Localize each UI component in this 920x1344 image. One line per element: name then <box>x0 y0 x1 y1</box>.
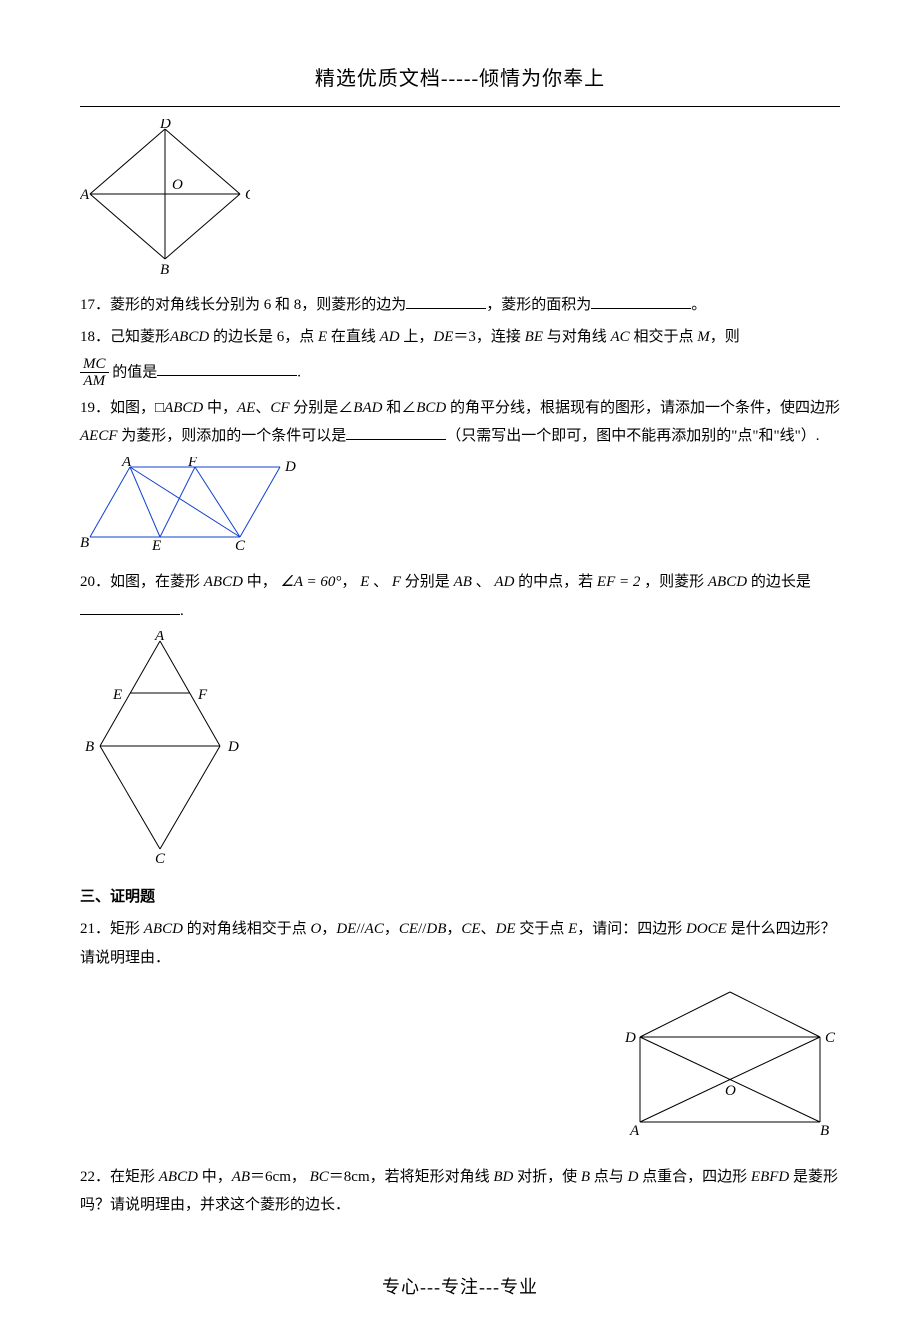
section-3: 三、证明题 <box>80 883 840 912</box>
fraction: MC AM <box>80 356 109 390</box>
svg-text:C: C <box>235 538 246 552</box>
blank <box>157 359 297 376</box>
svg-text:B: B <box>160 262 169 274</box>
svg-text:A: A <box>154 631 165 644</box>
svg-text:F: F <box>187 457 198 470</box>
svg-text:D: D <box>159 119 171 132</box>
q17-text: 17．菱形的对角线长分别为 6 和 8，则菱形的边为 <box>80 297 406 313</box>
svg-text:E: E <box>151 538 161 552</box>
fig-q20: A E F B D C <box>80 631 840 877</box>
page-footer: 专心---专注---专业 <box>80 1270 840 1304</box>
svg-text:E: E <box>112 687 122 703</box>
q17: 17．菱形的对角线长分别为 6 和 8，则菱形的边为，菱形的面积为。 <box>80 291 840 320</box>
blank <box>80 598 180 615</box>
q20: 20．如图，在菱形 ABCD 中， ∠A = 60°， E 、 F 分别是 AB… <box>80 568 840 625</box>
svg-text:C: C <box>155 851 166 866</box>
svg-text:D: D <box>227 739 239 755</box>
blank <box>406 292 486 309</box>
svg-text:O: O <box>725 1083 736 1099</box>
q18: 18．己知菱形ABCD 的边长是 6，点 E 在直线 AD 上，DE＝3，连接 … <box>80 323 840 352</box>
svg-text:A: A <box>80 187 90 203</box>
q19: 19．如图，□ABCD 中，AE、CF 分别是∠BAD 和∠BCD 的角平分线，… <box>80 394 840 451</box>
svg-text:B: B <box>80 535 89 551</box>
svg-text:A: A <box>121 457 132 470</box>
svg-text:B: B <box>820 1123 829 1139</box>
svg-text:C: C <box>245 187 250 203</box>
blank <box>591 292 691 309</box>
svg-text:C: C <box>825 1030 836 1046</box>
page-header: 精选优质文档-----倾情为你奉上 <box>80 60 840 107</box>
fig-q16: A B C D O <box>80 119 840 285</box>
svg-text:D: D <box>624 1030 636 1046</box>
svg-text:O: O <box>172 177 183 193</box>
fig-q19: A F D B E C <box>80 457 840 563</box>
blank <box>346 424 446 441</box>
q21: 21．矩形 ABCD 的对角线相交于点 O，DE//AC，CE//DB，CE、D… <box>80 915 840 972</box>
q18-frac-line: MC AM 的值是. <box>80 356 840 390</box>
svg-text:F: F <box>197 687 208 703</box>
svg-text:B: B <box>85 739 94 755</box>
svg-text:D: D <box>284 459 296 475</box>
q17-text2: ，菱形的面积为 <box>486 297 591 313</box>
fig-q21: D C A B O <box>620 982 840 1153</box>
svg-text:A: A <box>629 1123 640 1139</box>
q22: 22．在矩形 ABCD 中，AB＝6cm， BC＝8cm，若将矩形对角线 BD … <box>80 1163 840 1220</box>
